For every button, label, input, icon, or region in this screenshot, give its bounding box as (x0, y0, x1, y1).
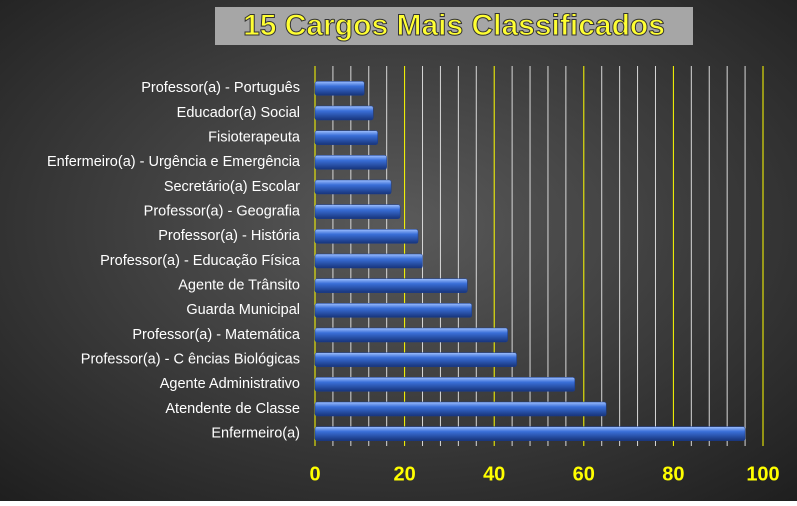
bar (314, 278, 468, 293)
bar (314, 327, 508, 343)
bar (314, 130, 378, 145)
x-tick-label: 80 (662, 463, 684, 485)
bar (314, 253, 423, 269)
y-tick-label: Professor(a) - Português (141, 80, 300, 96)
y-tick-label: Agente de Trânsito (178, 277, 300, 293)
y-tick-label: Professor(a) - C ências Biológicas (81, 351, 300, 367)
y-tick-label: Enfermeiro(a) (211, 425, 300, 441)
y-tick-label: Agente Administrativo (160, 376, 300, 392)
y-tick-label: Atendente de Classe (165, 401, 300, 417)
x-tick-label: 40 (483, 463, 505, 485)
x-tick-label: 20 (393, 463, 415, 485)
y-tick-label: Fisioterapeuta (208, 129, 301, 145)
y-tick-label: Professor(a) - História (158, 228, 301, 244)
y-tick-label: Professor(a) - Educação Física (100, 253, 301, 269)
bar (314, 179, 392, 195)
y-tick-label: Professor(a) - Geografia (144, 203, 301, 219)
bar (314, 303, 473, 318)
x-tick-label: 0 (309, 463, 320, 485)
y-tick-label: Educador(a) Social (177, 105, 300, 121)
bar (314, 426, 746, 441)
title-box (215, 7, 693, 45)
x-tick-label: 60 (573, 463, 595, 485)
y-tick-label: Professor(a) - Matemática (132, 327, 301, 343)
bar (314, 81, 365, 96)
bar (314, 352, 517, 367)
y-tick-label: Secretário(a) Escolar (164, 179, 300, 195)
bar (314, 401, 607, 417)
chart-title: 15 Cargos Mais Classificados (243, 9, 665, 42)
bar (314, 377, 576, 392)
bar (314, 105, 374, 121)
y-tick-label: Enfermeiro(a) - Urgência e Emergência (47, 154, 301, 170)
bar (314, 204, 401, 219)
y-tick-label: Guarda Municipal (186, 302, 300, 318)
x-tick-label: 100 (746, 463, 779, 485)
bar (314, 229, 419, 244)
bar (314, 155, 387, 170)
